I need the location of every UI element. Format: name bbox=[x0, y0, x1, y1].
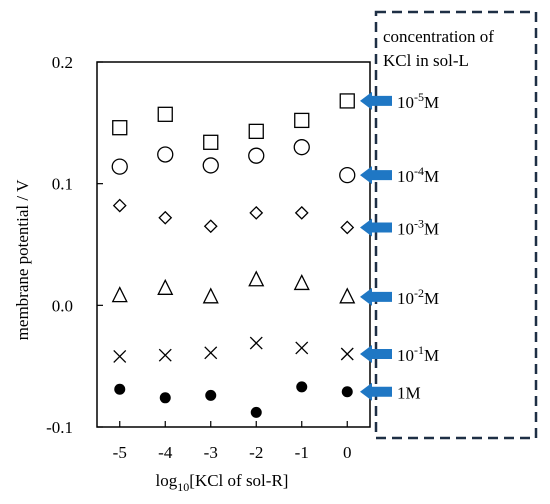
x-tick-label: -5 bbox=[113, 443, 127, 462]
square-marker bbox=[248, 123, 264, 139]
x-tick-label: 0 bbox=[343, 443, 352, 462]
y-tick-label: 0.2 bbox=[52, 53, 73, 72]
plot-frame bbox=[96, 61, 371, 428]
filled-circle-marker bbox=[114, 383, 126, 395]
x-marker bbox=[249, 336, 263, 350]
circle-marker bbox=[157, 146, 174, 163]
x-marker-stroke bbox=[249, 336, 263, 350]
filled-circle-marker bbox=[250, 406, 262, 418]
diamond-marker bbox=[249, 205, 264, 220]
square-marker bbox=[157, 106, 173, 122]
blue-arrow-icon bbox=[360, 166, 392, 185]
blue-arrow-icon bbox=[360, 91, 392, 110]
triangle-marker bbox=[339, 287, 356, 304]
plot-layer: 0.2 0.1 0.0 -0.1 -5 -4 -3 -2 -1 0 bbox=[46, 53, 371, 462]
series-label: 10-5M bbox=[397, 90, 439, 112]
series-label: 10-1M bbox=[397, 343, 439, 365]
x-tick-label: -4 bbox=[158, 443, 173, 462]
x-marker-stroke bbox=[158, 348, 172, 362]
y-tick-label: 0.0 bbox=[52, 296, 73, 315]
x-marker-stroke bbox=[204, 346, 218, 360]
y-axis-title: membrane potential / V bbox=[13, 179, 32, 340]
blue-arrow-icon bbox=[360, 345, 392, 363]
legend-box bbox=[374, 10, 538, 440]
x-tick-label: -3 bbox=[204, 443, 218, 462]
filled-circle-marker bbox=[205, 389, 217, 401]
diamond-marker bbox=[203, 219, 218, 234]
triangle-marker bbox=[248, 270, 265, 287]
x-marker bbox=[295, 341, 309, 355]
x-marker bbox=[158, 348, 172, 362]
circle-marker bbox=[111, 158, 128, 175]
filled-circle-marker bbox=[159, 392, 171, 404]
triangle-marker bbox=[157, 278, 174, 295]
x-marker-stroke bbox=[295, 341, 309, 355]
series-label: 10-3M bbox=[397, 216, 439, 238]
filled-circle-marker bbox=[341, 386, 353, 398]
filled-circle-marker bbox=[296, 381, 308, 393]
series-label: 10-2M bbox=[397, 286, 439, 308]
series-label: 10-4M bbox=[397, 164, 439, 186]
diamond-marker bbox=[112, 198, 127, 213]
x-marker bbox=[204, 346, 218, 360]
circle-marker bbox=[293, 139, 310, 156]
blue-arrow-icon bbox=[360, 382, 392, 401]
square-marker bbox=[294, 112, 310, 129]
triangle-marker bbox=[202, 287, 219, 304]
x-tick-label: -2 bbox=[249, 443, 263, 462]
diamond-marker bbox=[158, 210, 173, 225]
triangle-marker bbox=[293, 273, 310, 291]
y-tick-label: 0.1 bbox=[52, 175, 73, 194]
square-marker bbox=[339, 93, 355, 109]
x-tick-label: -1 bbox=[295, 443, 309, 462]
circle-marker bbox=[339, 166, 356, 184]
diamond-marker bbox=[294, 205, 309, 220]
triangle-marker bbox=[111, 286, 128, 303]
circle-marker bbox=[248, 147, 265, 164]
legend-title-line2: KCl in sol-L bbox=[383, 51, 469, 70]
x-marker bbox=[113, 349, 127, 363]
series-label: 1M bbox=[397, 384, 421, 403]
blue-arrow-icon bbox=[360, 218, 392, 237]
square-marker bbox=[112, 120, 128, 136]
x-marker-stroke bbox=[113, 349, 127, 363]
x-axis-title: log10[KCl of sol-R] bbox=[156, 471, 289, 494]
series-label-layer: 10-5M 10-4M 10-3M 10-2M 10-1M 1M bbox=[360, 90, 439, 403]
x-marker-stroke bbox=[340, 347, 354, 361]
diamond-marker bbox=[340, 220, 355, 235]
y-tick-label: -0.1 bbox=[46, 418, 73, 437]
blue-arrow-icon bbox=[360, 287, 392, 306]
x-marker bbox=[340, 347, 354, 361]
square-marker bbox=[203, 134, 219, 150]
legend-title-line1: concentration of bbox=[383, 27, 494, 46]
circle-marker bbox=[202, 157, 219, 174]
